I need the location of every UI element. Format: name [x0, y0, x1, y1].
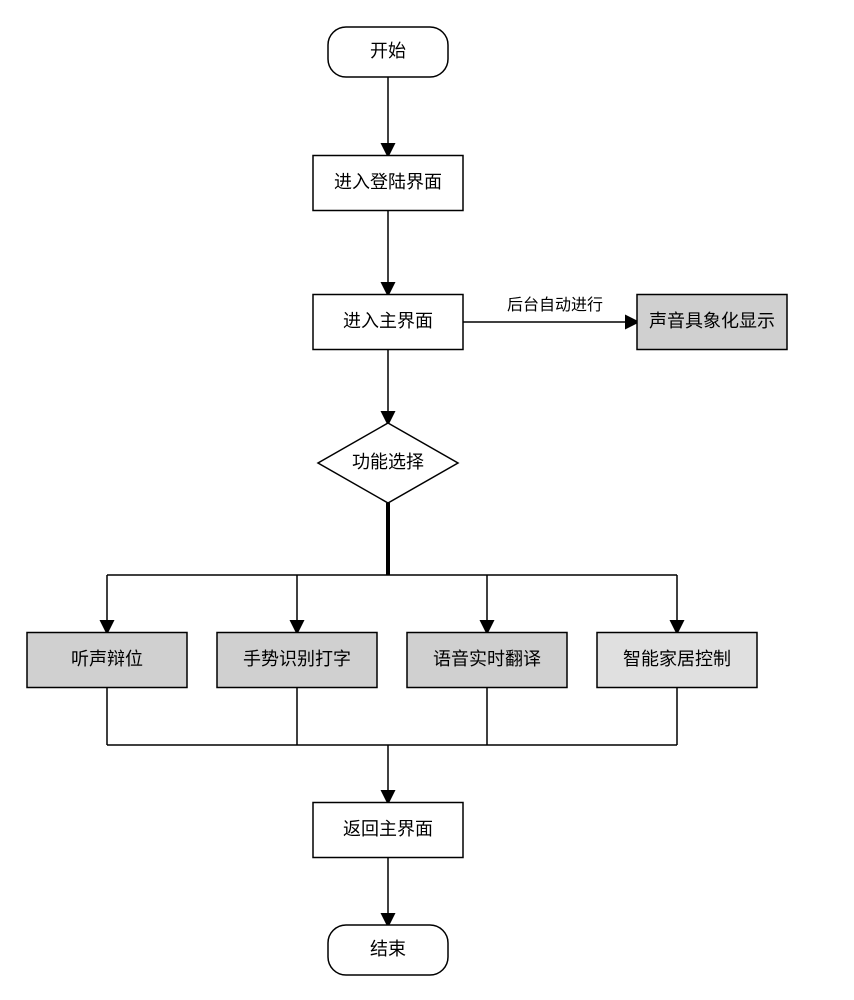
node-label: 声音具象化显示 [649, 311, 775, 331]
node-return: 返回主界面 [313, 803, 463, 858]
node-login: 进入登陆界面 [313, 156, 463, 211]
node-label: 手势识别打字 [243, 649, 351, 669]
node-label: 返回主界面 [343, 819, 433, 839]
node-opt4: 智能家居控制 [597, 633, 757, 688]
edge-label: 后台自动进行 [507, 296, 603, 314]
node-end: 结束 [328, 925, 448, 975]
node-label: 进入主界面 [343, 311, 433, 331]
node-label: 功能选择 [352, 452, 424, 472]
node-opt2: 手势识别打字 [217, 633, 377, 688]
node-opt1: 听声辩位 [27, 633, 187, 688]
node-sound: 声音具象化显示 [637, 295, 787, 350]
node-label: 智能家居控制 [623, 649, 731, 669]
node-start: 开始 [328, 27, 448, 77]
node-label: 语音实时翻译 [433, 649, 541, 669]
node-main: 进入主界面 [313, 295, 463, 350]
node-label: 结束 [370, 939, 406, 959]
node-label: 开始 [370, 41, 406, 61]
node-opt3: 语音实时翻译 [407, 633, 567, 688]
node-label: 听声辩位 [71, 649, 143, 669]
node-label: 进入登陆界面 [334, 172, 442, 192]
node-decision: 功能选择 [318, 423, 458, 503]
flowchart-canvas: 后台自动进行 开始进入登陆界面进入主界面 声音具象化显示功能选择听声辩位 手势识别打… [0, 0, 854, 1000]
